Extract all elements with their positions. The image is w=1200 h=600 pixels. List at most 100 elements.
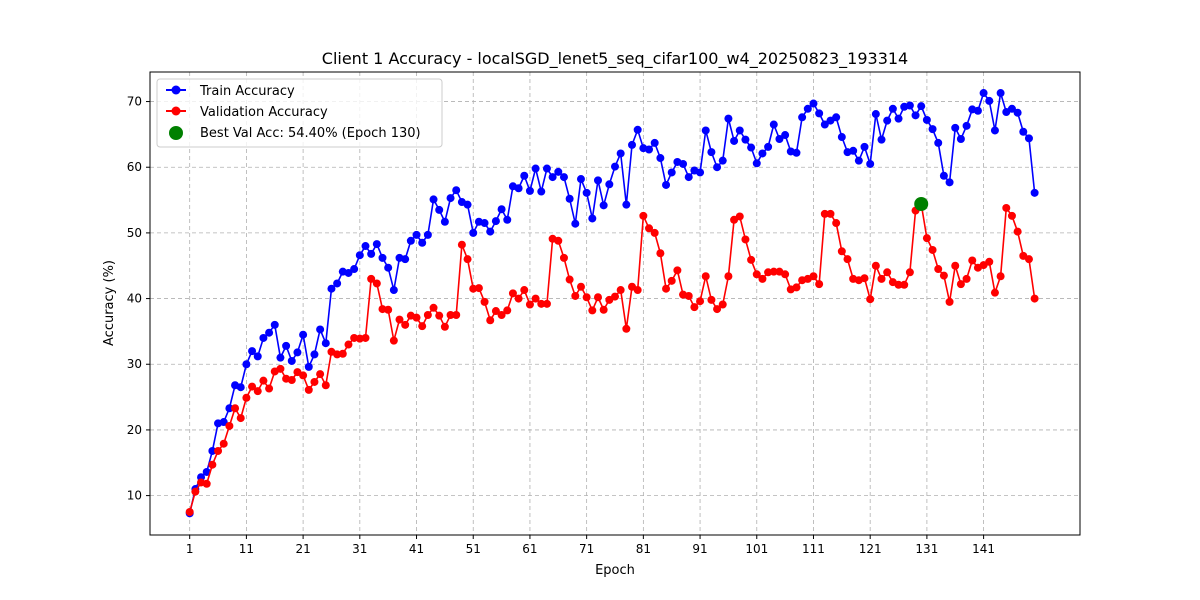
point-train — [905, 101, 914, 110]
point-validation — [781, 270, 790, 279]
legend-marker-train — [171, 85, 181, 95]
point-validation — [934, 265, 943, 274]
point-validation — [667, 276, 676, 285]
point-validation — [259, 376, 268, 385]
x-tick-label: 81 — [636, 542, 651, 556]
point-train — [979, 89, 988, 98]
point-validation — [321, 381, 330, 390]
legend-label-validation: Validation Accuracy — [200, 105, 328, 120]
point-train — [956, 134, 965, 143]
point-validation — [576, 282, 585, 291]
x-tick-label: 11 — [239, 542, 254, 556]
x-tick-label: 141 — [972, 542, 995, 556]
point-validation — [792, 283, 801, 292]
point-train — [435, 205, 444, 214]
point-validation — [525, 300, 534, 309]
point-train — [628, 140, 637, 149]
point-train — [429, 195, 438, 204]
point-train — [871, 110, 880, 119]
point-validation — [542, 299, 551, 308]
point-train — [469, 228, 478, 237]
point-validation — [299, 371, 308, 380]
legend-box — [156, 78, 443, 148]
point-train — [480, 219, 489, 228]
point-validation — [990, 288, 999, 297]
point-train — [576, 175, 585, 184]
point-validation — [304, 385, 313, 394]
point-validation — [463, 255, 472, 264]
point-train — [344, 268, 353, 277]
point-validation — [214, 446, 223, 455]
point-validation — [809, 272, 818, 281]
point-validation — [537, 299, 546, 308]
point-train — [219, 418, 228, 427]
point-train — [259, 333, 268, 342]
point-train — [724, 114, 733, 123]
point-validation — [287, 376, 296, 385]
point-validation — [520, 286, 529, 295]
legend-label-best: Best Val Acc: 54.40% (Epoch 130) — [200, 126, 421, 141]
point-validation — [208, 460, 217, 469]
point-train — [973, 106, 982, 115]
point-train — [849, 146, 858, 155]
point-train — [764, 142, 773, 151]
best-val-marker — [914, 197, 929, 212]
point-train — [922, 115, 931, 124]
point-validation — [758, 274, 767, 283]
point-validation — [832, 219, 841, 228]
point-train — [792, 148, 801, 157]
point-train — [616, 149, 625, 158]
point-validation — [231, 404, 240, 413]
legend-marker-best — [169, 126, 183, 140]
point-train — [1019, 127, 1028, 136]
point-train — [565, 194, 574, 203]
point-train — [350, 265, 359, 274]
point-validation — [713, 305, 722, 314]
point-train — [917, 102, 926, 111]
point-train — [1030, 188, 1039, 197]
point-validation — [1024, 255, 1033, 264]
point-train — [934, 138, 943, 147]
point-train — [537, 187, 546, 196]
point-train — [990, 126, 999, 135]
x-tick-label: 51 — [466, 542, 481, 556]
point-validation — [276, 364, 285, 373]
point-train — [741, 135, 750, 144]
point-validation — [752, 270, 761, 279]
point-validation — [962, 274, 971, 283]
point-train — [542, 164, 551, 173]
point-validation — [684, 291, 693, 300]
point-validation — [741, 235, 750, 244]
point-validation — [639, 211, 648, 220]
point-validation — [491, 307, 500, 316]
point-validation — [344, 340, 353, 349]
point-validation — [185, 508, 194, 517]
point-train — [877, 135, 886, 144]
x-tick-label: 131 — [915, 542, 938, 556]
point-validation — [905, 268, 914, 277]
point-train — [1013, 108, 1022, 117]
point-train — [378, 253, 387, 262]
point-train — [832, 113, 841, 122]
y-tick-label: 10 — [127, 489, 142, 503]
point-train — [520, 171, 529, 180]
point-train — [525, 186, 534, 195]
x-tick-label: 71 — [579, 542, 594, 556]
point-validation — [401, 320, 410, 329]
point-train — [707, 148, 716, 157]
point-train — [775, 134, 784, 143]
point-train — [650, 138, 659, 147]
point-validation — [429, 303, 438, 312]
point-train — [696, 168, 705, 177]
legend-marker-validation — [171, 106, 181, 116]
point-validation — [656, 249, 665, 258]
point-validation — [633, 286, 642, 295]
chart-title: Client 1 Accuracy - localSGD_lenet5_seq_… — [322, 49, 908, 69]
point-train — [236, 383, 245, 392]
point-train — [667, 168, 676, 177]
point-train — [718, 156, 727, 165]
point-train — [713, 163, 722, 172]
point-train — [679, 159, 688, 168]
point-validation — [871, 261, 880, 270]
point-train — [440, 217, 449, 226]
